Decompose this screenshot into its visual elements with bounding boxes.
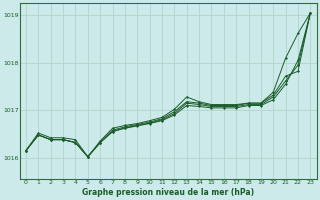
X-axis label: Graphe pression niveau de la mer (hPa): Graphe pression niveau de la mer (hPa) xyxy=(82,188,254,197)
